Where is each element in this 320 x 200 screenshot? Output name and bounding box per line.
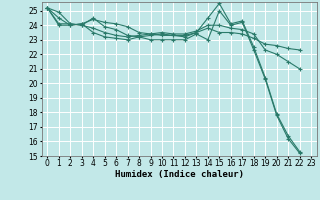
X-axis label: Humidex (Indice chaleur): Humidex (Indice chaleur) bbox=[115, 170, 244, 179]
